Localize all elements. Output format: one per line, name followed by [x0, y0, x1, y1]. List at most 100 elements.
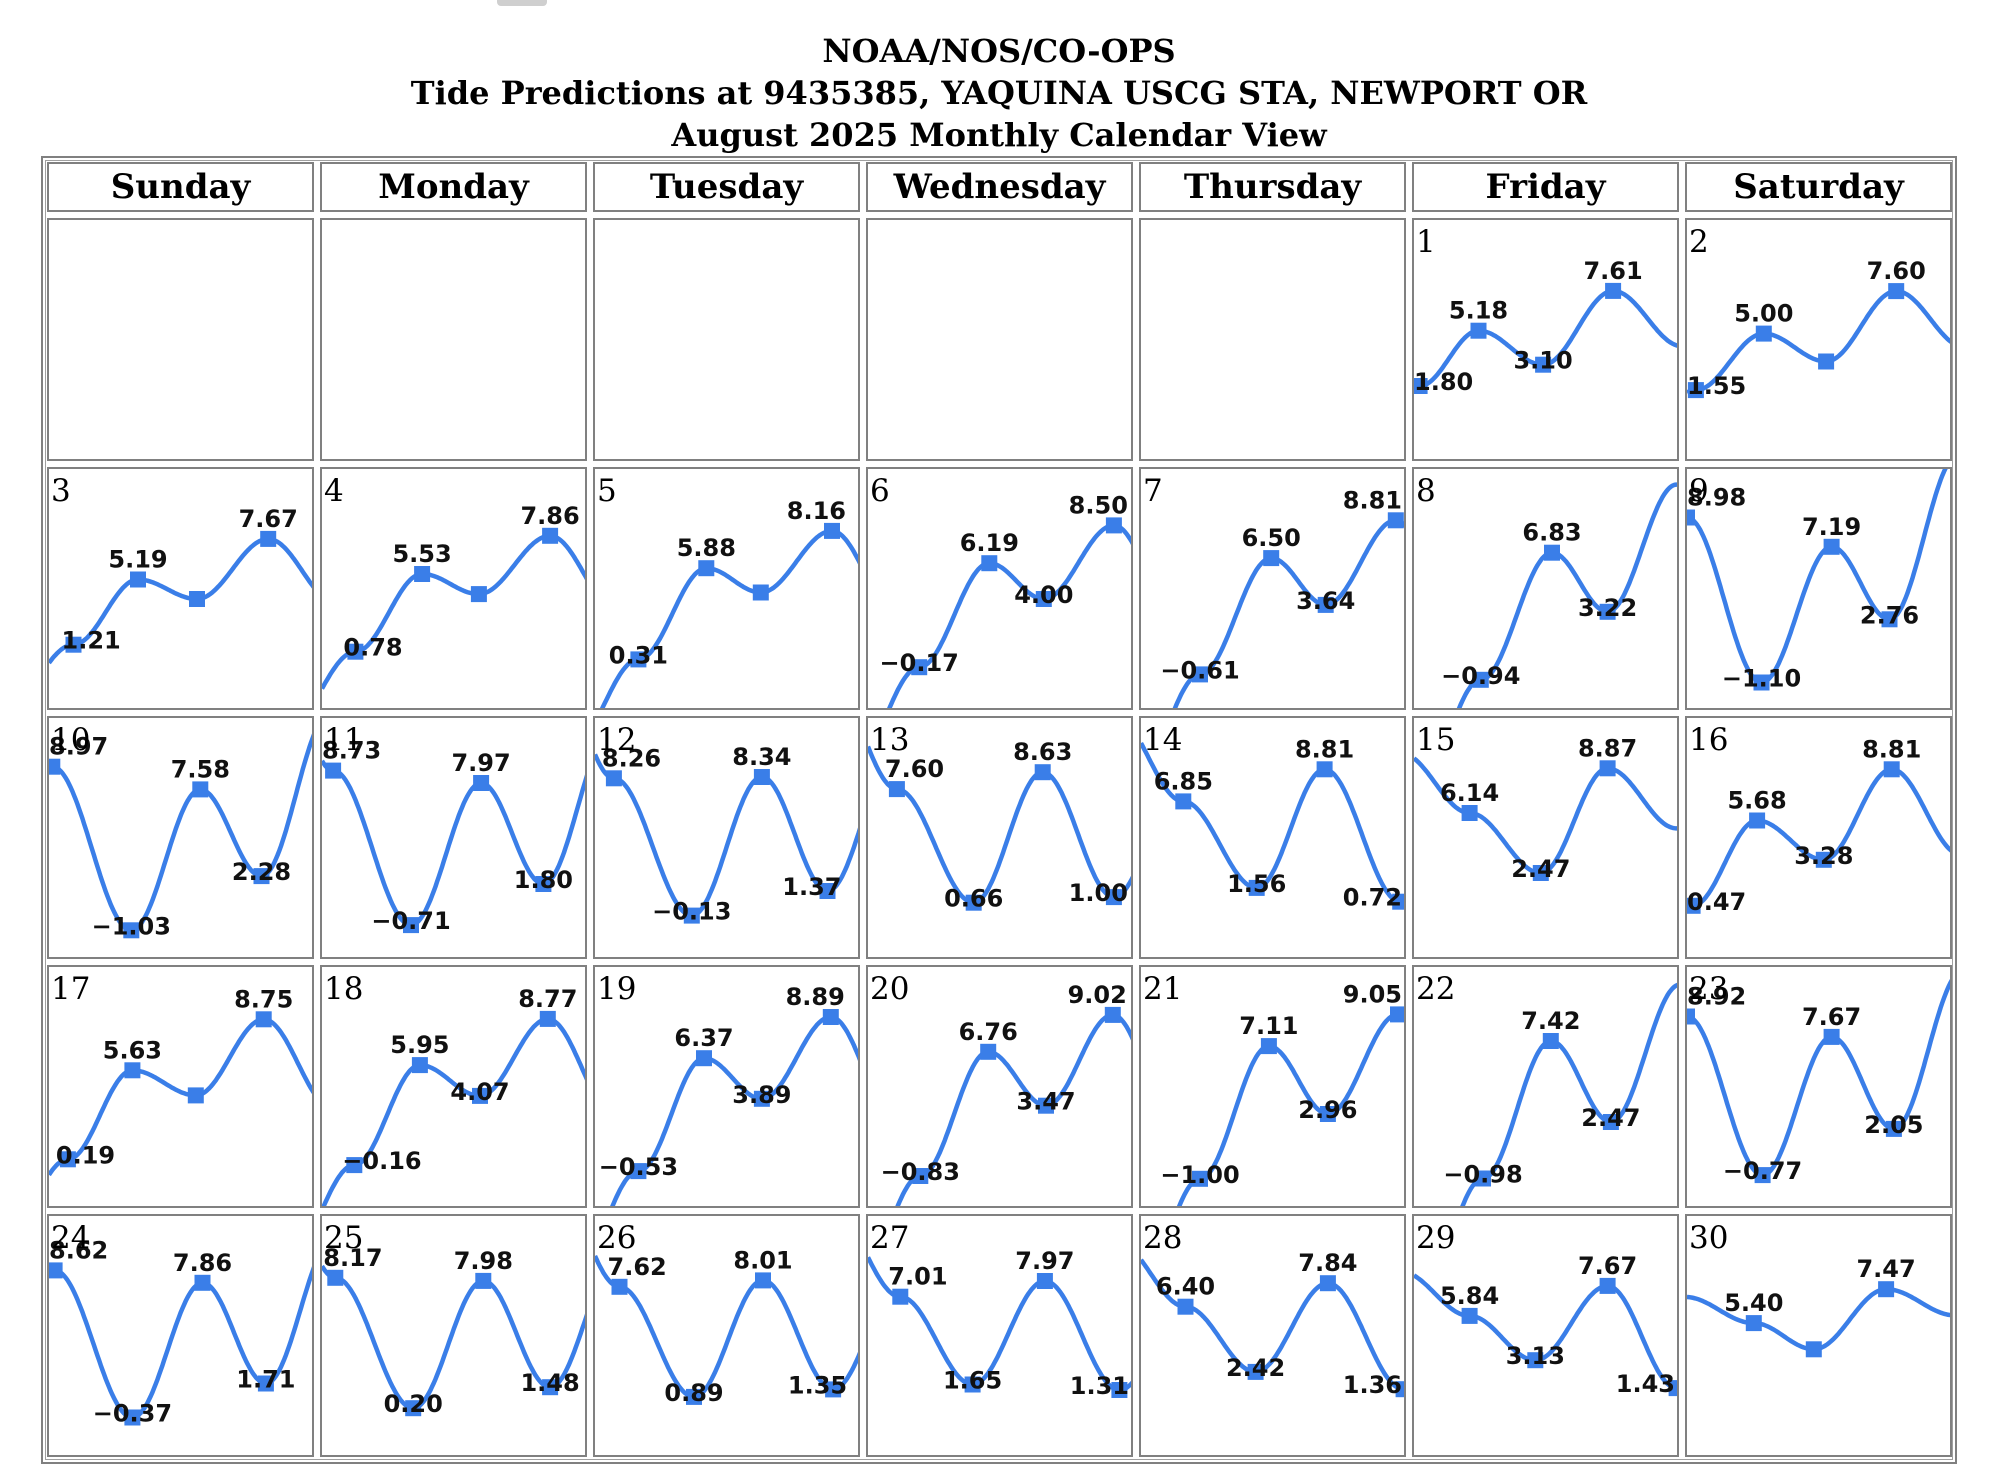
- tide-value-label: −1.00: [1160, 1161, 1239, 1189]
- tide-value-label: 8.50: [1069, 491, 1128, 519]
- tide-extreme-marker: [1111, 1382, 1128, 1398]
- day-number: 5: [597, 473, 617, 509]
- tide-chart-day-16: 0.47 5.68 3.28 8.81: [1687, 735, 1950, 916]
- tide-value-label: 8.62: [49, 1236, 108, 1264]
- tide-value-label: 8.81: [1295, 735, 1354, 763]
- day-cell-7: −0.61 6.50 3.64 8.81 7: [1139, 467, 1406, 710]
- tide-value-label: 8.34: [732, 743, 791, 771]
- day-number: 19: [597, 971, 637, 1007]
- tide-extreme-marker: [911, 659, 928, 676]
- day-cell-5: 0.31 5.88 8.16 5: [593, 467, 860, 710]
- tide-chart-day-2: 1.55 5.00 7.60: [1687, 257, 1950, 400]
- day-number: 14: [1143, 722, 1183, 758]
- tide-value-label: 1.21: [62, 627, 121, 655]
- tide-value-label: 7.01: [888, 1263, 947, 1291]
- tide-chart-day-8: −0.94 6.83 3.22: [1441, 482, 1677, 708]
- tide-value-label: 1.55: [1687, 372, 1746, 400]
- tide-value-label: 8.16: [787, 497, 846, 525]
- tide-curve: [1687, 469, 1948, 685]
- weekday-header-saturday: Saturday: [1685, 162, 1952, 212]
- tide-extreme-marker: [696, 1050, 712, 1067]
- tide-extreme-marker: [1192, 1170, 1208, 1187]
- tide-extreme-marker: [824, 522, 840, 539]
- tide-extreme-marker: [1390, 1006, 1404, 1023]
- tide-chart-day-19: −0.53 6.37 3.89 8.89: [599, 983, 858, 1206]
- tide-value-label: −1.03: [92, 912, 171, 940]
- tide-extreme-marker: [1104, 1006, 1121, 1023]
- tide-extreme-marker: [1687, 509, 1695, 526]
- tide-extreme-marker: [1470, 322, 1487, 339]
- tide-extreme-marker: [822, 1009, 839, 1025]
- tide-value-label: 7.97: [1015, 1247, 1074, 1275]
- tide-curve: [595, 1254, 858, 1400]
- tide-value-label: 8.81: [1862, 735, 1921, 763]
- weekday-header-wednesday: Wednesday: [866, 162, 1133, 212]
- tide-extreme-marker: [257, 1375, 274, 1392]
- tide-chart-day-11: 8.73 −0.71 7.97 1.80: [322, 737, 585, 935]
- tide-extreme-marker: [124, 1409, 141, 1426]
- tide-extreme-marker: [1247, 1363, 1264, 1380]
- tide-extreme-marker: [698, 560, 715, 577]
- day-cell-28: 6.40 2.42 7.84 1.36 28: [1139, 1214, 1406, 1457]
- tide-extreme-marker: [1668, 1380, 1677, 1397]
- tide-value-label: 6.76: [959, 1018, 1018, 1046]
- day-number: 30: [1689, 1220, 1729, 1256]
- tide-value-label: −0.37: [93, 1400, 172, 1428]
- day-number: 9: [1689, 473, 1709, 509]
- tide-value-label: −0.53: [599, 1153, 678, 1181]
- tide-value-label: 8.73: [322, 737, 381, 765]
- tide-value-label: 7.58: [171, 755, 230, 783]
- tide-extreme-marker: [187, 1087, 204, 1104]
- tide-extreme-marker: [1036, 1273, 1053, 1289]
- tide-value-label: 2.96: [1298, 1096, 1357, 1124]
- tide-value-label: 8.17: [323, 1244, 382, 1272]
- tide-extreme-marker: [260, 530, 277, 547]
- day-cell-3: 1.21 5.19 7.67 3: [47, 467, 314, 710]
- tide-extreme-marker: [65, 636, 82, 653]
- tide-extreme-marker: [1883, 761, 1900, 778]
- tide-value-label: −0.16: [342, 1147, 421, 1175]
- tide-extreme-marker: [1527, 1352, 1544, 1369]
- tide-extreme-marker: [124, 1062, 141, 1079]
- tide-extreme-marker: [542, 1379, 559, 1396]
- tide-value-label: 8.75: [234, 985, 293, 1013]
- tide-value-label: 7.19: [1802, 513, 1861, 541]
- tide-value-label: 2.47: [1511, 855, 1570, 883]
- tide-value-label: 6.83: [1522, 519, 1581, 547]
- tide-chart-day-25: 8.17 0.20 7.98 1.48: [322, 1244, 585, 1418]
- day-cell-18: −0.16 5.95 4.07 8.77 18: [320, 965, 587, 1208]
- tide-value-label: 1.80: [1414, 368, 1473, 396]
- day-number: 6: [870, 473, 890, 509]
- tide-extreme-marker: [965, 894, 982, 911]
- tide-extreme-marker: [473, 775, 490, 791]
- tide-value-label: −0.98: [1443, 1161, 1522, 1189]
- tide-value-label: 0.19: [56, 1141, 115, 1169]
- tide-value-label: 0.66: [944, 885, 1003, 913]
- tide-extreme-marker: [912, 1168, 929, 1184]
- tide-extreme-marker: [1387, 512, 1404, 529]
- tide-extreme-marker: [752, 584, 769, 601]
- tide-value-label: 7.84: [1298, 1249, 1357, 1277]
- tide-extreme-marker: [1472, 671, 1489, 688]
- tide-value-label: 1.48: [520, 1369, 579, 1397]
- tide-extreme-marker: [1535, 356, 1552, 373]
- tide-extreme-marker: [189, 591, 205, 607]
- day-cell-16: 0.47 5.68 3.28 8.81 16: [1685, 716, 1952, 959]
- tide-value-label: 7.60: [1867, 257, 1926, 285]
- day-cell-11: 8.73 −0.71 7.97 1.80 11: [320, 716, 587, 959]
- tide-chart-day-17: 0.19 5.63 8.75: [49, 985, 312, 1177]
- tide-value-label: 2.47: [1581, 1104, 1640, 1132]
- day-cell-20: −0.83 6.76 3.47 9.02 20: [866, 965, 1133, 1208]
- tide-extreme-marker: [1475, 1170, 1491, 1187]
- tide-value-label: 1.80: [514, 866, 573, 894]
- tide-extreme-marker: [414, 566, 431, 582]
- day-cell-1: 1.80 5.18 3.10 7.61 1: [1412, 218, 1679, 461]
- tide-extreme-marker: [1392, 893, 1404, 910]
- tide-extreme-marker: [49, 1262, 63, 1279]
- day-number: 13: [870, 722, 910, 758]
- tide-extreme-marker: [472, 1087, 488, 1104]
- tide-extreme-marker: [327, 1269, 344, 1286]
- tide-extreme-marker: [1878, 1281, 1895, 1298]
- tide-value-label: 8.92: [1687, 983, 1746, 1011]
